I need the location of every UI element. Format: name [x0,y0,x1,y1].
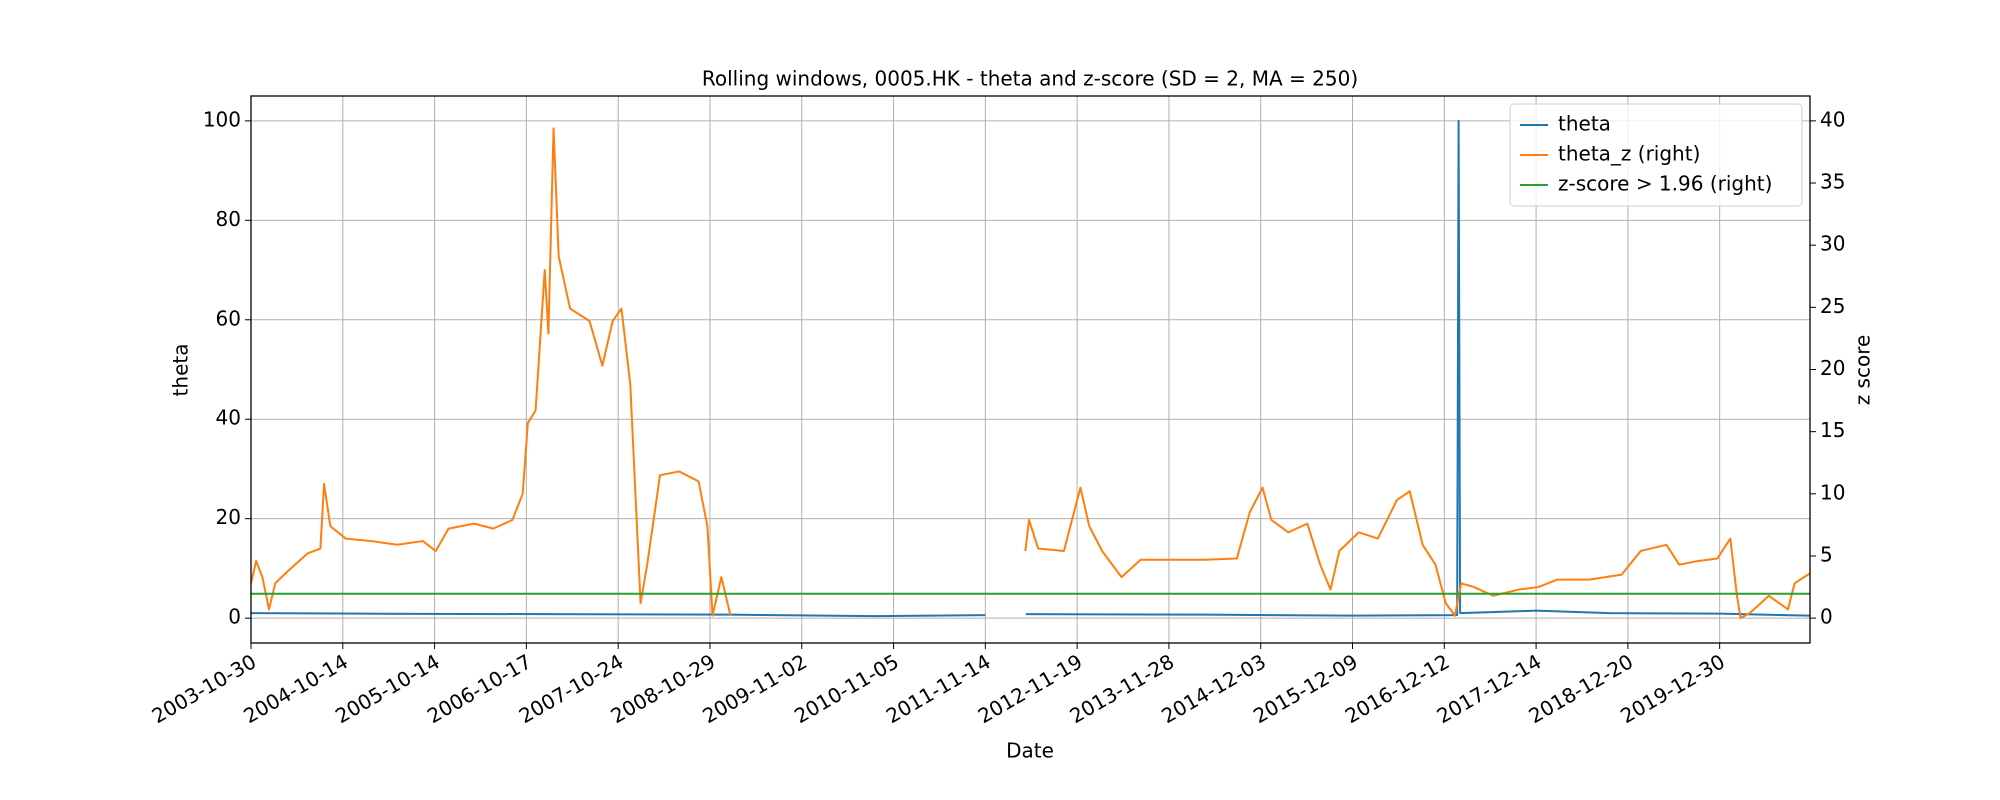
legend-box [1509,103,1803,207]
x-tick-label: 2005-10-14 [331,649,444,728]
y2-tick-label: 25 [1820,294,1845,318]
x-tick-label: 2011-11-14 [882,649,995,728]
y-tick-label: 40 [216,406,241,430]
x-tick-label: 2014-12-03 [1157,649,1270,728]
series-line [251,119,1810,618]
chart-title: Rolling windows, 0005.HK - theta and z-s… [702,67,1358,91]
y2-tick-label: 20 [1820,356,1845,380]
y2-tick-label: 0 [1820,605,1833,629]
y2-tick-label: 40 [1820,107,1845,131]
x-axis-label: Date [1006,739,1054,763]
x-tick-label: 2019-12-30 [1616,649,1729,728]
y2-axis-label: z score [1851,335,1875,406]
x-tick-label: 2018-12-20 [1524,649,1637,728]
x-tick-label: 2004-10-14 [239,649,352,728]
y-tick-label: 80 [216,207,241,231]
x-tick-label: 2017-12-14 [1433,649,1546,728]
x-tick-label: 2012-11-19 [974,649,1087,728]
y-tick-label: 0 [228,605,241,629]
y2-tick-label: 35 [1820,170,1845,194]
legend-label: z-score > 1.96 (right) [1558,172,1772,196]
y2-tick-label: 10 [1820,480,1845,504]
x-tick-label: 2009-11-02 [698,649,811,728]
x-tick-label: 2008-10-29 [607,649,720,728]
x-tick-label: 2003-10-30 [148,649,261,728]
x-tick-label: 2015-12-09 [1249,649,1362,728]
x-tick-label: 2016-12-12 [1341,649,1454,728]
plot-frame [250,95,1811,644]
y2-tick-label: 5 [1820,542,1833,566]
legend-label: theta [1558,112,1611,136]
y-tick-label: 20 [216,505,241,529]
x-tick-label: 2006-10-17 [423,649,536,728]
x-tick-label: 2007-10-24 [515,649,628,728]
x-tick-label: 2010-11-05 [790,649,903,728]
legend-label: theta_z (right) [1558,142,1700,166]
series-line [251,127,1810,620]
y2-tick-label: 15 [1820,418,1845,442]
x-tick-label: 2013-11-28 [1066,649,1179,728]
y-axis-label: theta [169,344,193,397]
y-tick-label: 60 [216,306,241,330]
y-tick-label: 100 [203,107,241,131]
y2-tick-label: 30 [1820,232,1845,256]
